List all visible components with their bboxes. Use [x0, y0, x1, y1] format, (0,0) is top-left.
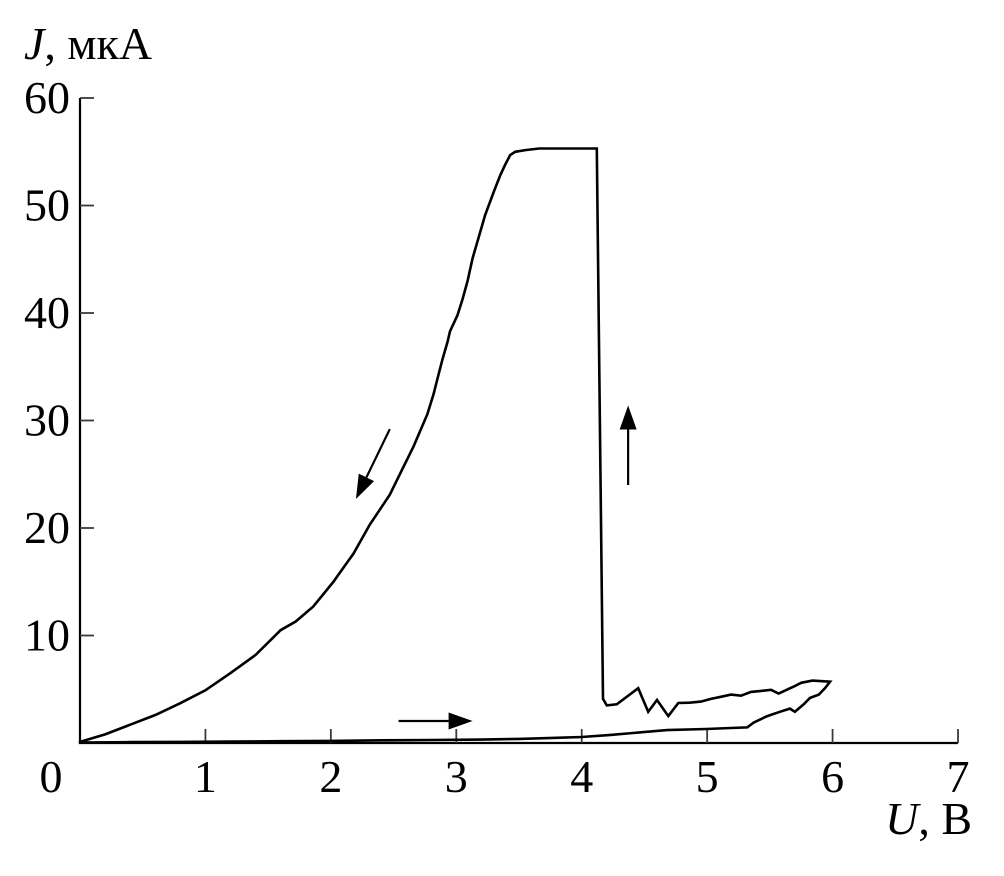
reverse-direction-arrow: [355, 428, 391, 499]
x-tick-label: 0: [40, 751, 63, 802]
y-tick-label: 60: [24, 72, 70, 123]
y-tick-label: 50: [24, 180, 70, 231]
y-tick-label: 10: [24, 610, 70, 661]
x-tick-label: 3: [445, 751, 468, 802]
y-tick-label: 40: [24, 287, 70, 338]
x-tick-label: 6: [821, 751, 844, 802]
direction-arrows: [355, 405, 637, 730]
x-tick-label: 4: [570, 751, 593, 802]
tick-labels: 10 20 30 40 50 60 0 1 2 3 4 5 6 7: [24, 72, 970, 802]
y-tick-label: 30: [24, 395, 70, 446]
y-tick-label: 20: [24, 502, 70, 553]
y-axis-variable: J: [24, 18, 47, 69]
x-axis-variable: U: [885, 793, 921, 844]
x-tick-label: 5: [696, 751, 719, 802]
axis-lines: [78, 98, 958, 745]
reverse-direction-arrow-shaft: [365, 428, 391, 478]
x-axis-title: U, В: [885, 793, 972, 844]
tick-marks: [80, 97, 959, 743]
x-tick-label: 2: [319, 751, 342, 802]
x-tick-label: 7: [947, 751, 970, 802]
curve-group: [78, 147, 833, 744]
hysteresis-curve: [78, 147, 833, 744]
forward-direction-arrow: [398, 712, 473, 730]
x-axis-units: , В: [918, 793, 972, 844]
jump-up-arrow-head: [619, 405, 637, 430]
reverse-direction-arrow-head: [355, 473, 375, 499]
axes: [78, 98, 958, 745]
x-tick-label: 1: [194, 751, 217, 802]
y-axis-units: , мкА: [44, 18, 152, 69]
jump-up-arrow: [619, 405, 637, 485]
forward-direction-arrow-head: [448, 712, 473, 730]
y-axis-title: J, мкА: [24, 18, 152, 69]
